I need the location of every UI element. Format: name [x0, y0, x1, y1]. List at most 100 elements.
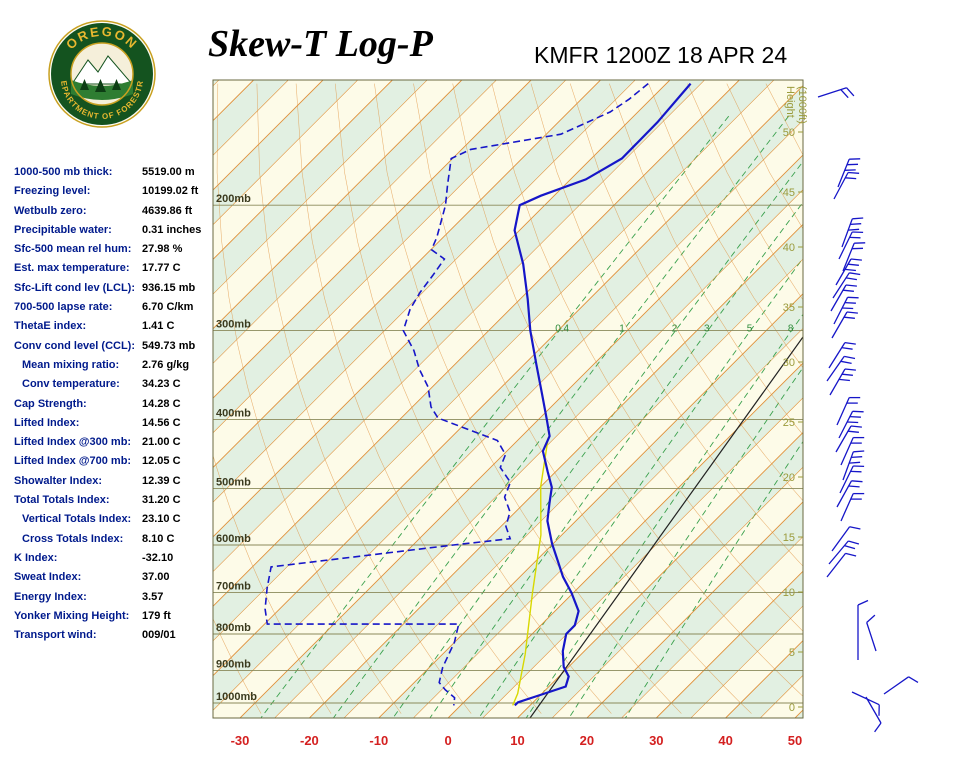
index-label: Lifted Index @700 mb: — [14, 455, 142, 467]
height-tick-label: 35 — [783, 302, 795, 314]
height-tick-label: 50 — [783, 127, 795, 139]
index-label: 700-500 lapse rate: — [14, 301, 142, 313]
index-label: Cross Totals Index: — [14, 533, 142, 545]
index-label: Sweat Index: — [14, 571, 142, 583]
temp-tick-label: -30 — [231, 733, 250, 748]
index-label: Transport wind: — [14, 629, 142, 641]
mixing-ratio-label: 0.4 — [555, 324, 569, 335]
index-label: Mean mixing ratio: — [14, 359, 142, 371]
index-row: Lifted Index @700 mb:12.05 C — [14, 455, 220, 474]
wind-barbs — [818, 88, 918, 732]
index-row: Sfc-500 mean rel hum:27.98 % — [14, 243, 220, 262]
index-value: 1.41 C — [142, 320, 174, 332]
index-row: Sweat Index:37.00 — [14, 571, 220, 590]
pressure-label: 200mb — [216, 193, 251, 205]
index-label: Yonker Mixing Height: — [14, 610, 142, 622]
temp-tick-label: 20 — [580, 733, 594, 748]
index-label: K Index: — [14, 552, 142, 564]
index-value: 6.70 C/km — [142, 301, 193, 313]
station-time: KMFR 1200Z 18 APR 24 — [534, 42, 787, 69]
odf-logo: OREGON DEPARTMENT OF FORESTRY — [46, 18, 158, 130]
height-tick-label: 20 — [783, 472, 795, 484]
index-row: Lifted Index @300 mb:21.00 C — [14, 436, 220, 455]
index-row: Showalter Index:12.39 C — [14, 475, 220, 494]
height-tick-label: 10 — [783, 587, 795, 599]
mixing-ratio-label: 2 — [672, 324, 678, 335]
temp-tick-label: -10 — [369, 733, 388, 748]
index-value: 17.77 C — [142, 262, 181, 274]
index-row: Cap Strength:14.28 C — [14, 398, 220, 417]
index-value: 21.00 C — [142, 436, 181, 448]
index-row: ThetaE index:1.41 C — [14, 320, 220, 339]
index-value: 14.28 C — [142, 398, 181, 410]
mixing-ratio-label: 3 — [704, 324, 710, 335]
page-title: Skew-T Log-P — [208, 22, 433, 66]
index-value: 179 ft — [142, 610, 171, 622]
index-label: Lifted Index: — [14, 417, 142, 429]
pressure-label: 500mb — [216, 477, 251, 489]
temp-tick-label: 30 — [649, 733, 663, 748]
temp-tick-label: 10 — [510, 733, 524, 748]
index-row: Energy Index:3.57 — [14, 591, 220, 610]
index-value: 549.73 mb — [142, 340, 195, 352]
index-value: 8.10 C — [142, 533, 174, 545]
temp-tick-label: 50 — [788, 733, 802, 748]
index-value: 3.57 — [142, 591, 163, 603]
height-tick-label: 40 — [783, 242, 795, 254]
height-tick-label: 5 — [789, 647, 795, 659]
mixing-ratio-label: 8 — [788, 324, 794, 335]
height-tick-label: 45 — [783, 187, 795, 199]
index-value: 2.76 g/kg — [142, 359, 189, 371]
index-row: Total Totals Index:31.20 C — [14, 494, 220, 513]
index-label: Showalter Index: — [14, 475, 142, 487]
pressure-label: 400mb — [216, 408, 251, 420]
index-row: K Index:-32.10 — [14, 552, 220, 571]
temp-tick-label: 40 — [718, 733, 732, 748]
index-label: Vertical Totals Index: — [14, 513, 142, 525]
index-value: 5519.00 m — [142, 166, 195, 178]
index-row: Conv cond level (CCL):549.73 mb — [14, 340, 220, 359]
index-label: Precipitable water: — [14, 224, 142, 236]
index-value: 12.05 C — [142, 455, 181, 467]
index-row: Wetbulb zero:4639.86 ft — [14, 205, 220, 224]
index-label: Freezing level: — [14, 185, 142, 197]
pressure-label: 900mb — [216, 658, 251, 670]
pressure-label: 300mb — [216, 319, 251, 331]
height-tick-label: 15 — [783, 532, 795, 544]
index-label: 1000-500 mb thick: — [14, 166, 142, 178]
pressure-label: 1000mb — [216, 691, 257, 703]
index-value: 37.00 — [142, 571, 170, 583]
index-label: Conv temperature: — [14, 378, 142, 390]
height-tick-label: 30 — [783, 357, 795, 369]
index-row: Mean mixing ratio:2.76 g/kg — [14, 359, 220, 378]
pressure-label: 700mb — [216, 581, 251, 593]
index-row: Sfc-Lift cond lev (LCL):936.15 mb — [14, 282, 220, 301]
index-row: Lifted Index:14.56 C — [14, 417, 220, 436]
pressure-label: 800mb — [216, 622, 251, 634]
index-label: Total Totals Index: — [14, 494, 142, 506]
height-axis-title: Height — [784, 86, 796, 118]
index-value: 4639.86 ft — [142, 205, 192, 217]
index-label: Sfc-Lift cond lev (LCL): — [14, 282, 142, 294]
index-value: 23.10 C — [142, 513, 181, 525]
index-label: Energy Index: — [14, 591, 142, 603]
index-row: Yonker Mixing Height:179 ft — [14, 610, 220, 629]
index-value: 12.39 C — [142, 475, 181, 487]
index-label: Cap Strength: — [14, 398, 142, 410]
height-tick-label: 25 — [783, 417, 795, 429]
mixing-ratio-label: 1 — [619, 324, 625, 335]
index-value: 009/01 — [142, 629, 176, 641]
height-tick-label: 0 — [789, 702, 795, 714]
index-value: -32.10 — [142, 552, 173, 564]
index-row: Transport wind:009/01 — [14, 629, 220, 648]
index-value: 936.15 mb — [142, 282, 195, 294]
height-axis-subtitle: (1000ft) — [796, 86, 808, 124]
index-label: Conv cond level (CCL): — [14, 340, 142, 352]
index-row: Conv temperature:34.23 C — [14, 378, 220, 397]
pressure-label: 600mb — [216, 533, 251, 545]
index-row: Est. max temperature:17.77 C — [14, 262, 220, 281]
index-row: Vertical Totals Index:23.10 C — [14, 513, 220, 532]
index-label: Sfc-500 mean rel hum: — [14, 243, 142, 255]
index-label: Wetbulb zero: — [14, 205, 142, 217]
